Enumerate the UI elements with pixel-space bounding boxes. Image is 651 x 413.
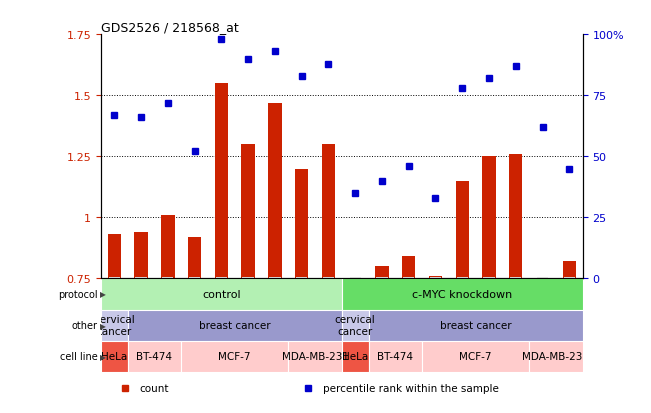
Text: MCF-7: MCF-7 <box>219 351 251 361</box>
Bar <box>536 279 549 284</box>
Text: GSM136089: GSM136089 <box>297 279 306 325</box>
Text: MDA-MB-231: MDA-MB-231 <box>281 351 348 361</box>
Bar <box>128 341 181 372</box>
Bar <box>562 262 576 279</box>
Text: GSM136096: GSM136096 <box>351 279 359 325</box>
Bar <box>322 145 335 279</box>
Bar <box>402 257 415 279</box>
Bar <box>101 310 128 341</box>
Text: GSM136087: GSM136087 <box>270 279 279 325</box>
Text: GSM136090: GSM136090 <box>538 279 547 325</box>
Text: HeLa: HeLa <box>101 351 128 361</box>
Bar <box>348 279 362 284</box>
Bar <box>128 310 342 341</box>
Bar <box>107 235 121 279</box>
Text: HeLa: HeLa <box>342 351 368 361</box>
Text: breast cancer: breast cancer <box>199 320 271 330</box>
Bar <box>295 169 309 279</box>
Text: GSM136086: GSM136086 <box>484 279 493 325</box>
Text: cell line: cell line <box>60 351 98 361</box>
Bar <box>342 341 368 372</box>
Bar <box>188 237 201 279</box>
Text: GSM136085: GSM136085 <box>243 279 253 325</box>
Text: GSM136083: GSM136083 <box>217 279 226 325</box>
Text: GSM136092: GSM136092 <box>565 279 574 325</box>
Bar <box>268 103 281 279</box>
Text: other: other <box>72 320 98 330</box>
Text: GSM136095: GSM136095 <box>110 279 118 325</box>
Text: GSM136081: GSM136081 <box>190 279 199 325</box>
Bar <box>368 341 422 372</box>
Text: cervical
cancer: cervical cancer <box>335 314 376 336</box>
Bar <box>242 145 255 279</box>
Text: GSM136088: GSM136088 <box>511 279 520 325</box>
Text: cervical
cancer: cervical cancer <box>94 314 135 336</box>
Text: control: control <box>202 289 241 299</box>
Text: GDS2526 / 218568_at: GDS2526 / 218568_at <box>101 21 239 34</box>
Text: ▶: ▶ <box>100 352 105 361</box>
Bar <box>368 310 583 341</box>
Bar <box>422 341 529 372</box>
Bar <box>101 279 342 310</box>
Bar <box>482 157 495 279</box>
Text: c-MYC knockdown: c-MYC knockdown <box>412 289 512 299</box>
Bar <box>529 341 583 372</box>
Bar <box>101 341 128 372</box>
Text: BT-474: BT-474 <box>137 351 173 361</box>
Bar <box>456 181 469 279</box>
Text: breast cancer: breast cancer <box>440 320 512 330</box>
Bar <box>342 279 583 310</box>
Text: count: count <box>139 383 169 394</box>
Text: MCF-7: MCF-7 <box>460 351 492 361</box>
Bar <box>181 341 288 372</box>
Text: percentile rank within the sample: percentile rank within the sample <box>322 383 499 394</box>
Text: MDA-MB-231: MDA-MB-231 <box>522 351 589 361</box>
Bar <box>215 84 228 279</box>
Text: protocol: protocol <box>58 289 98 299</box>
Bar <box>509 154 522 279</box>
Text: ▶: ▶ <box>100 321 105 330</box>
Text: GSM136098: GSM136098 <box>378 279 387 325</box>
Bar <box>161 216 174 279</box>
Text: GSM136080: GSM136080 <box>404 279 413 325</box>
Bar <box>375 267 389 279</box>
Text: GSM136091: GSM136091 <box>324 279 333 325</box>
Text: BT-474: BT-474 <box>378 351 413 361</box>
Text: ▶: ▶ <box>100 290 105 299</box>
Text: GSM136079: GSM136079 <box>163 279 173 325</box>
Bar <box>134 233 148 279</box>
Bar <box>342 310 368 341</box>
Bar <box>429 276 442 279</box>
Text: GSM136082: GSM136082 <box>431 279 440 325</box>
Text: GSM136097: GSM136097 <box>137 279 146 325</box>
Bar <box>288 341 342 372</box>
Text: GSM136084: GSM136084 <box>458 279 467 325</box>
